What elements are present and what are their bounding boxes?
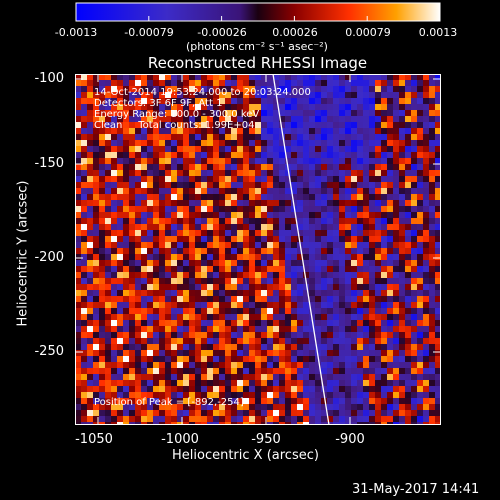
footer-timestamp: 31-May-2017 14:41: [352, 482, 480, 497]
colorbar: [75, 2, 441, 22]
heatmap-image: [75, 74, 441, 425]
colorbar-tick-label: 0.0013: [418, 26, 458, 39]
info-energy-range: Energy Range: 100.0 - 300.0 keV: [94, 109, 260, 120]
image-plot: [75, 74, 441, 425]
y-tick-label: -200: [34, 250, 64, 265]
plot-title: Reconstructed RHESSI Image: [147, 54, 368, 72]
x-tick-label: -900: [335, 432, 365, 447]
x-tick-label: -1000: [161, 432, 199, 447]
colorbar-tick-label: -0.0013: [54, 26, 98, 39]
colorbar-units: (photons cm⁻² s⁻¹ asec⁻²): [186, 40, 328, 53]
y-tick-label: -250: [34, 344, 64, 359]
info-clean-counts: Clean Total counts: 1.99E+04: [94, 120, 255, 131]
x-tick-label: -950: [251, 432, 281, 447]
x-axis-label: Heliocentric X (arcsec): [172, 448, 319, 463]
colorbar-tick-label: 0.00079: [345, 26, 391, 39]
info-peak-position: Position of Peak = [-892,-254]: [94, 397, 244, 408]
colorbar-tick-label: -0.00079: [124, 26, 174, 39]
x-tick-label: -1050: [75, 432, 113, 447]
solar-limb-line: [272, 74, 330, 425]
info-time-range: 14-Oct-2014 19:53:24.000 to 20:03:24.000: [94, 87, 311, 98]
y-tick-label: -150: [34, 156, 64, 171]
y-axis-label: Heliocentric Y (arcsec): [15, 180, 31, 327]
info-detectors: Detectors: 3F 6F 9F, Att 1: [94, 98, 223, 109]
colorbar-tick-label: -0.00026: [197, 26, 247, 39]
colorbar-tick-label: 0.00026: [272, 26, 318, 39]
y-tick-label: -100: [34, 71, 64, 86]
